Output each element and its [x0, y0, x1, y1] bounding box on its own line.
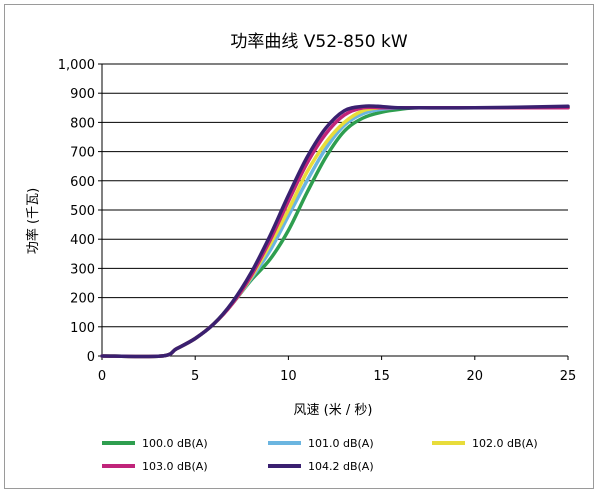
axes	[98, 63, 569, 360]
series-line-4	[100, 104, 570, 359]
y-tick-label: 0	[87, 350, 95, 365]
x-tick-label: 10	[280, 369, 297, 384]
x-tick-label: 15	[373, 369, 390, 384]
x-tick-labels: 0 5 10 15 20 25	[98, 369, 576, 384]
y-tick-label: 100	[70, 321, 95, 336]
chart-frame: 功率曲线 V52-850 kW 0 100 200 300 400 500 600 700 80…	[4, 4, 594, 489]
series-line-0	[100, 105, 570, 359]
gridlines	[102, 63, 568, 328]
legend-label: 103.0 dB(A)	[142, 460, 208, 473]
y-tick-label: 400	[70, 233, 95, 248]
x-tick-label: 25	[560, 369, 577, 384]
y-tick-label: 700	[70, 146, 95, 161]
y-tick-label: 900	[70, 87, 95, 102]
legend-label: 102.0 dB(A)	[472, 437, 538, 450]
legend-label: 100.0 dB(A)	[142, 437, 208, 450]
y-tick-label: 300	[70, 262, 95, 277]
y-tick-label: 600	[70, 175, 95, 190]
legend-label: 104.2 dB(A)	[308, 460, 374, 473]
y-tick-labels: 0 100 200 300 400 500 600 700 800 900 1,000	[58, 58, 95, 365]
series-lines	[100, 104, 570, 359]
legend-label: 101.0 dB(A)	[308, 437, 374, 450]
y-tick-label: 1,000	[58, 58, 95, 73]
legend: 100.0 dB(A) 101.0 dB(A) 102.0 dB(A) 103.0 d…	[102, 437, 538, 473]
x-tick-label: 20	[467, 369, 484, 384]
chart-title: 功率曲线 V52-850 kW	[230, 32, 407, 52]
y-axis-label: 功率 (千瓦)	[25, 188, 41, 254]
y-tick-label: 500	[70, 204, 95, 219]
x-tick-label: 0	[98, 369, 106, 384]
y-tick-label: 200	[70, 292, 95, 307]
power-curve-chart: 功率曲线 V52-850 kW 010020030040050060070080…	[25, 32, 576, 473]
x-axis-label: 风速 (米 / 秒)	[294, 403, 373, 418]
x-tick-label: 5	[191, 369, 199, 384]
y-tick-label: 800	[70, 116, 95, 131]
